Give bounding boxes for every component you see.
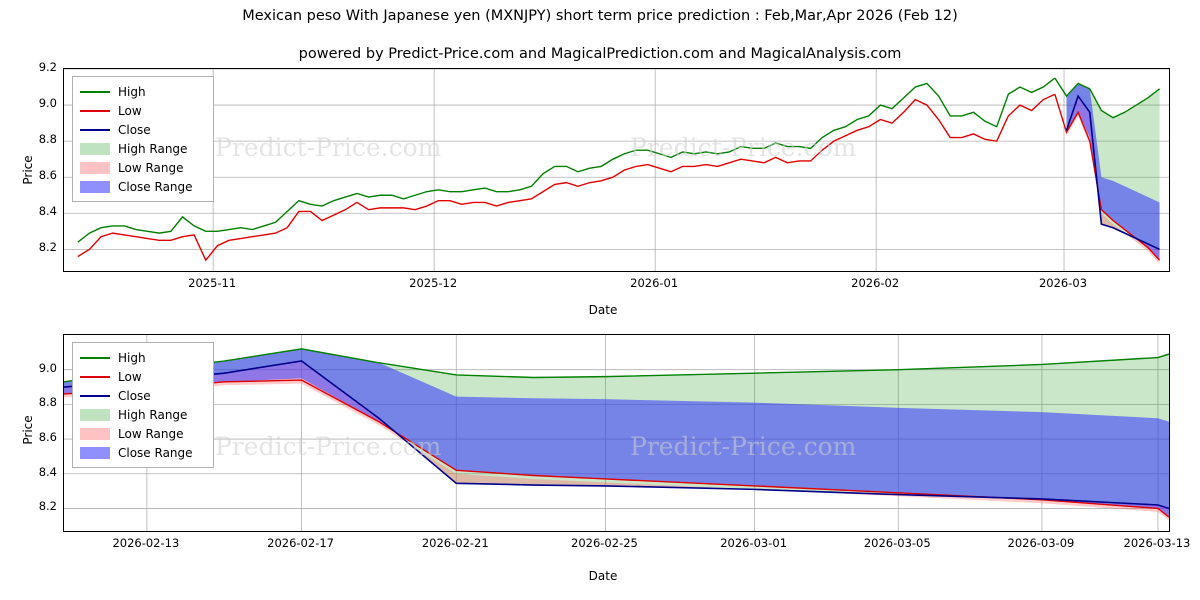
top-chart-x-tick: 2026-01 (630, 276, 679, 290)
bottom-chart-x-tick: 2026-02-17 (267, 536, 334, 550)
bottom-chart-x-axis-label: Date (588, 569, 618, 583)
legend-band-swatch (80, 427, 110, 440)
legend-band-swatch (80, 161, 110, 174)
bottom-chart-y-tick: 8.2 (38, 499, 57, 514)
legend-item-high: High (80, 348, 206, 367)
legend-item-close: Close (80, 386, 206, 405)
legend-label: Close (118, 388, 151, 403)
top-chart-legend: High Low Close High Range Low Range Close Ran… (72, 76, 214, 202)
legend-label: High (118, 84, 146, 99)
legend-label: Low Range (118, 160, 184, 175)
legend-band-swatch (80, 180, 110, 193)
bottom-chart-x-tick: 2026-03-05 (863, 536, 931, 550)
legend-label: Low Range (118, 426, 184, 441)
legend-label: Close (118, 122, 151, 137)
legend-item-low: Low (80, 367, 206, 386)
bottom-chart-y-tick: 8.4 (38, 464, 57, 479)
legend-item-high-range: High Range (80, 139, 206, 158)
legend-item-low: Low (80, 101, 206, 120)
bottom-chart-y-tick: 8.8 (38, 395, 57, 410)
legend-label: Low (118, 103, 142, 118)
legend-label: High Range (118, 407, 188, 422)
legend-item-low-range: Low Range (80, 158, 206, 177)
legend-line-swatch (80, 371, 110, 383)
legend-line-swatch (80, 352, 110, 364)
legend-band-swatch (80, 408, 110, 421)
top-chart-x-tick: 2025-12 (409, 276, 458, 290)
top-chart-x-axis-label: Date (588, 303, 618, 317)
legend-item-close: Close (80, 120, 206, 139)
legend-item-high: High (80, 82, 206, 101)
bottom-chart-legend: High Low Close High Range Low Range Close Ran… (72, 342, 214, 468)
bottom-chart-x-tick: 2026-03-09 (1007, 536, 1075, 550)
legend-item-high-range: High Range (80, 405, 206, 424)
bottom-chart-x-tick: 2026-03-13 (1123, 536, 1191, 550)
legend-item-close-range: Close Range (80, 443, 206, 462)
top-chart-y-tick: 8.6 (38, 168, 57, 183)
chart-title: Mexican peso With Japanese yen (MXNJPY) … (242, 8, 958, 24)
top-chart-y-tick: 8.2 (38, 240, 57, 255)
legend-label: Low (118, 369, 142, 384)
legend-label: Close Range (118, 179, 193, 194)
legend-line-swatch (80, 86, 110, 98)
bottom-chart-plot-area (63, 334, 1170, 532)
legend-item-close-range: Close Range (80, 177, 206, 196)
top-chart-y-tick: 8.4 (38, 204, 57, 219)
top-chart-plot-area (63, 68, 1170, 272)
legend-label: High Range (118, 141, 188, 156)
legend-item-low-range: Low Range (80, 424, 206, 443)
top-chart-x-tick: 2026-03 (1038, 276, 1088, 290)
top-chart-y-tick: 9.0 (38, 96, 57, 111)
top-chart-x-tick: 2025-11 (188, 276, 237, 290)
top-chart-y-tick: 9.2 (38, 60, 57, 74)
legend-band-swatch (80, 446, 110, 459)
bottom-chart-y-tick: 8.6 (38, 430, 57, 445)
bottom-chart-x-tick: 2026-02-25 (571, 536, 638, 550)
top-chart-x-tick: 2026-02 (851, 276, 900, 290)
bottom-chart-x-tick: 2026-02-21 (421, 536, 489, 550)
legend-line-swatch (80, 124, 110, 136)
legend-line-swatch (80, 390, 110, 402)
bottom-chart-y-tick: 9.0 (38, 360, 57, 375)
legend-label: Close Range (118, 445, 193, 460)
top-chart-y-tick: 8.8 (38, 132, 57, 147)
bottom-chart-x-tick: 2026-03-01 (720, 536, 788, 550)
chart-subtitle: powered by Predict-Price.com and Magical… (298, 46, 902, 62)
legend-label: High (118, 350, 146, 365)
bottom-chart-x-tick: 2026-02-13 (112, 536, 180, 550)
legend-line-swatch (80, 105, 110, 117)
legend-band-swatch (80, 142, 110, 155)
